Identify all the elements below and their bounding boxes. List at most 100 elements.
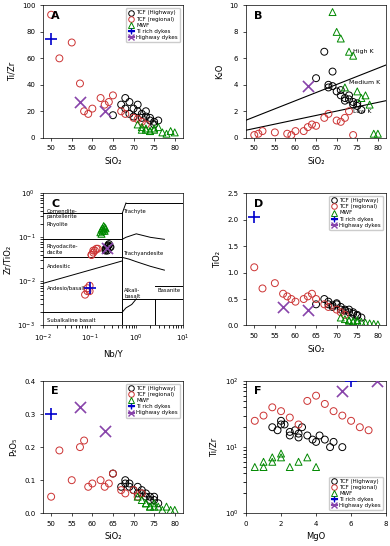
Point (143, 107, 149, 116)
Point (106, 243, 113, 252)
Point (362, 91, 369, 100)
Point (348, 377, 354, 385)
X-axis label: SiO₂: SiO₂ (104, 157, 122, 166)
Point (350, 310, 356, 318)
Point (346, 305, 352, 314)
Point (87, 281, 93, 290)
Text: F: F (254, 387, 262, 396)
Point (147, 127, 153, 135)
Point (339, 387, 346, 396)
Point (321, 300, 328, 308)
Point (259, 127, 266, 135)
Point (287, 413, 293, 422)
Point (130, 114, 136, 122)
Point (342, 311, 348, 319)
Point (151, 496, 157, 505)
Point (354, 316, 360, 324)
Point (374, 377, 381, 385)
Point (278, 420, 284, 429)
Text: C: C (51, 199, 59, 209)
Point (139, 489, 145, 498)
Point (135, 115, 141, 123)
Point (261, 458, 267, 466)
Point (110, 91, 116, 100)
Point (130, 486, 136, 495)
Point (135, 492, 141, 501)
Point (101, 483, 108, 491)
Point (346, 316, 352, 325)
Point (370, 319, 377, 328)
Text: Trachyte: Trachyte (124, 209, 147, 213)
Point (98, 229, 105, 238)
Point (147, 116, 153, 125)
Point (284, 292, 290, 301)
Text: Alkali-
basalt: Alkali- basalt (124, 288, 140, 299)
Point (48, 410, 54, 418)
Point (167, 506, 174, 514)
Point (330, 67, 336, 76)
Point (354, 311, 360, 319)
Point (106, 240, 112, 248)
Point (139, 117, 145, 126)
Legend: TCF (Highway), TCF (regional), MWF, Ti rich dykes, Highway dykes: TCF (Highway), TCF (regional), MWF, Ti r… (330, 196, 383, 230)
Point (333, 87, 340, 96)
Point (304, 453, 310, 462)
Point (357, 423, 363, 431)
Point (143, 499, 149, 508)
Point (278, 449, 284, 458)
Point (288, 130, 294, 139)
Point (278, 417, 284, 425)
Point (139, 114, 145, 122)
Point (118, 486, 124, 495)
Point (101, 225, 107, 234)
Point (325, 80, 332, 89)
Point (104, 243, 110, 252)
Text: High K: High K (353, 49, 374, 54)
Point (342, 314, 348, 323)
Point (48, 34, 54, 43)
Point (101, 222, 107, 230)
Point (126, 483, 133, 491)
Point (101, 227, 108, 235)
Point (330, 301, 336, 310)
Text: A: A (51, 11, 60, 21)
Point (98, 476, 104, 484)
Point (69, 38, 75, 47)
Point (350, 317, 356, 325)
Point (358, 313, 365, 322)
Point (296, 420, 302, 429)
Point (338, 86, 344, 94)
Point (151, 502, 157, 511)
Point (135, 100, 141, 109)
Point (350, 317, 356, 326)
Point (143, 112, 149, 121)
Point (354, 99, 360, 108)
Point (375, 129, 381, 138)
Point (269, 458, 275, 466)
Point (333, 299, 340, 307)
Point (338, 117, 344, 126)
Point (89, 251, 95, 259)
Point (106, 98, 112, 106)
Point (287, 462, 293, 471)
Point (350, 308, 356, 317)
Point (309, 289, 315, 298)
Point (130, 112, 136, 121)
Point (338, 305, 344, 314)
Point (143, 126, 149, 134)
Point (370, 129, 377, 138)
Point (139, 123, 145, 132)
Point (282, 420, 288, 429)
Point (301, 127, 307, 135)
Point (278, 407, 284, 416)
Point (375, 320, 381, 329)
Point (278, 453, 284, 462)
Point (354, 87, 360, 96)
Point (284, 129, 290, 138)
Point (122, 110, 128, 118)
Text: E: E (51, 387, 59, 396)
Point (85, 110, 91, 118)
Point (252, 417, 258, 425)
Point (313, 74, 319, 82)
Point (99, 227, 106, 235)
